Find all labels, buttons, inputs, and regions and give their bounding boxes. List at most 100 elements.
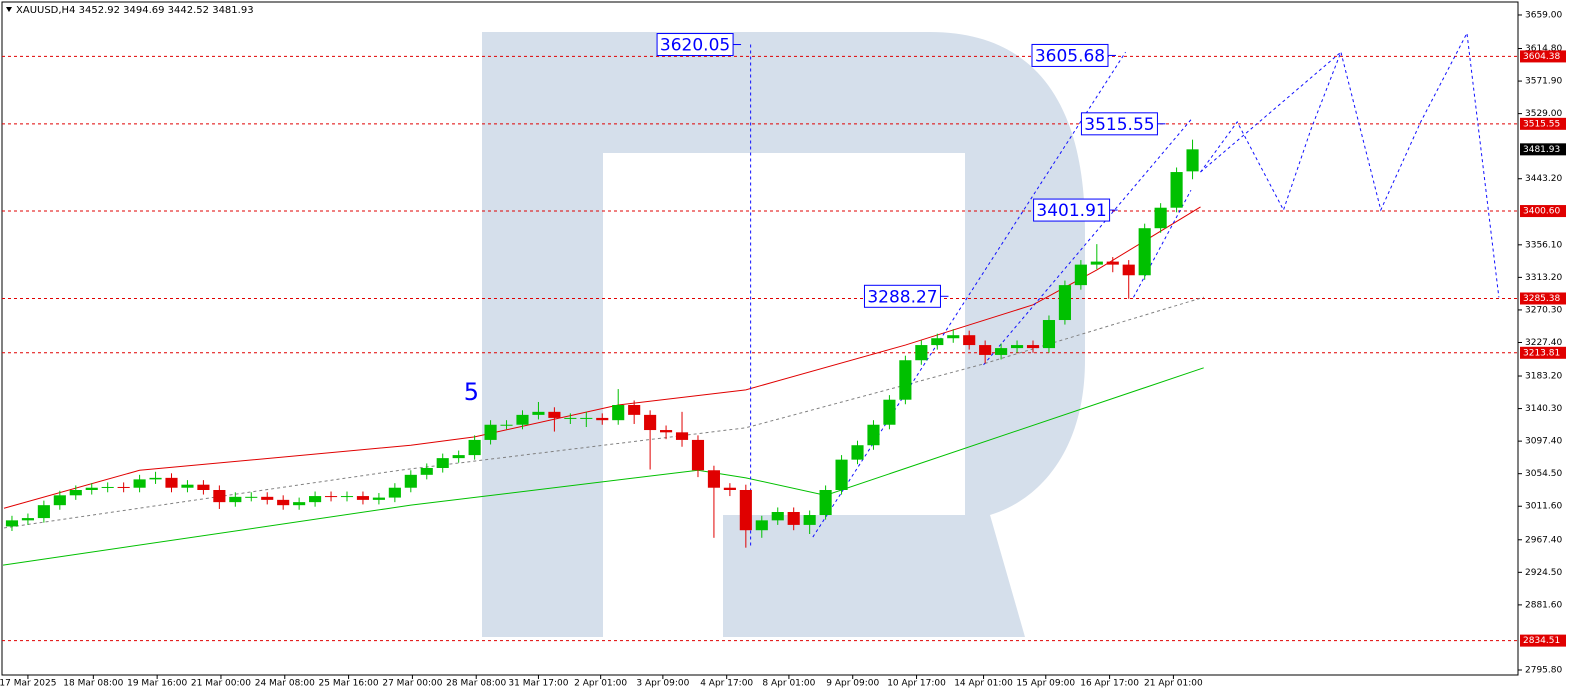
- candle-body: [580, 417, 593, 419]
- level-price-box: [1520, 634, 1566, 647]
- candle-body: [803, 515, 816, 525]
- x-tick-label: 21 Apr 01:00: [1144, 679, 1203, 689]
- candle-body: [404, 474, 417, 488]
- candle-body: [117, 486, 130, 488]
- candle-body: [21, 518, 34, 521]
- candle-body: [915, 345, 928, 361]
- candle-body: [1154, 207, 1167, 229]
- x-tick-label: 25 Mar 16:00: [319, 679, 379, 689]
- annotation-label: 3515.55: [1084, 115, 1154, 135]
- y-tick-label: 3356.10: [1525, 240, 1562, 250]
- y-tick-label: 3227.40: [1525, 338, 1562, 348]
- candle-body: [532, 411, 545, 415]
- y-tick-label: 2967.40: [1525, 535, 1562, 545]
- candle-body: [1106, 261, 1119, 265]
- candle-body: [1186, 149, 1199, 172]
- y-tick-label: 3659.00: [1525, 10, 1562, 20]
- candle-body: [324, 496, 338, 498]
- candle-body: [516, 414, 529, 425]
- candle-body: [85, 487, 98, 490]
- dashed-line: [812, 51, 1126, 538]
- moving-average: [2, 367, 1204, 566]
- candle-body: [165, 477, 178, 488]
- x-tick-label: 10 Apr 17:00: [887, 679, 946, 689]
- candle-body: [675, 432, 689, 440]
- x-tick-label: 3 Apr 09:00: [636, 679, 689, 689]
- candle-body: [181, 484, 194, 488]
- y-tick-label: 3270.30: [1525, 305, 1562, 315]
- candle-body: [564, 417, 577, 419]
- x-tick-label: 8 Apr 01:00: [762, 679, 815, 689]
- x-tick-label: 28 Mar 08:00: [446, 679, 506, 689]
- candle-body: [867, 424, 880, 446]
- candle-body: [5, 520, 19, 527]
- current-price-label: 3481.93: [1523, 145, 1560, 155]
- level-price-label: 3400.60: [1523, 207, 1560, 217]
- candle-body: [739, 489, 752, 531]
- candle-body: [197, 484, 210, 490]
- candle-body: [1026, 345, 1040, 349]
- candle-body: [293, 502, 306, 506]
- candle-body: [356, 496, 370, 500]
- level-price-label: 3213.81: [1523, 348, 1560, 358]
- annotation-label: 3288.27: [867, 287, 937, 307]
- candle-body: [851, 445, 864, 460]
- candle-body: [1122, 264, 1135, 276]
- level-price-box: [1520, 292, 1566, 305]
- candle-body: [436, 458, 449, 468]
- candle-body: [979, 345, 992, 355]
- y-tick-label: 3140.30: [1525, 404, 1562, 414]
- y-tick-label: 3571.90: [1525, 77, 1562, 87]
- symbol-menu-arrow[interactable]: [6, 7, 12, 12]
- x-tick-label: 19 Mar 16:00: [127, 679, 187, 689]
- candle-body: [372, 497, 385, 500]
- y-tick-label: 3529.00: [1525, 109, 1562, 119]
- level-price-box: [1520, 346, 1566, 359]
- dashed-line: [1133, 190, 1192, 298]
- x-tick-label: 21 Mar 00:00: [191, 679, 251, 689]
- x-tick-label: 15 Apr 09:00: [1016, 679, 1075, 689]
- level-price-label: 3285.38: [1523, 294, 1560, 304]
- x-tick-label: 31 Mar 17:00: [508, 679, 568, 689]
- annotation-label: 3620.05: [660, 36, 730, 56]
- candle-body: [899, 360, 912, 400]
- y-tick-label: 3097.40: [1525, 437, 1562, 447]
- level-price-label: 3515.55: [1523, 119, 1560, 129]
- candle-body: [995, 348, 1008, 355]
- candle-body: [596, 417, 609, 421]
- level-price-label: 3604.38: [1523, 52, 1560, 62]
- annotation-label: 3605.68: [1035, 46, 1105, 66]
- current-price-box: [1520, 143, 1566, 156]
- candle-body: [723, 487, 736, 490]
- candle-body: [548, 411, 561, 418]
- candle-body: [245, 496, 258, 498]
- x-tick-label: 4 Apr 17:00: [700, 679, 753, 689]
- dashed-line: [1200, 51, 1342, 173]
- candle-body: [787, 512, 800, 525]
- y-tick-label: 3183.20: [1525, 372, 1562, 382]
- candle-body: [1042, 320, 1056, 349]
- candle-body: [819, 489, 832, 516]
- candle-body: [133, 479, 146, 488]
- y-tick-label: 2924.50: [1525, 568, 1562, 578]
- level-price-label: 2834.51: [1523, 636, 1560, 646]
- candle-body: [500, 424, 513, 426]
- candle-body: [660, 430, 673, 433]
- level-price-box: [1520, 50, 1566, 63]
- chart-header: XAUUSD,H4 3452.92 3494.69 3442.52 3481.9…: [16, 5, 254, 16]
- candle-body: [229, 496, 242, 503]
- candle-body: [1010, 345, 1024, 349]
- candle-body: [452, 455, 465, 459]
- candle-body: [309, 496, 322, 503]
- candle-body: [69, 489, 82, 496]
- candle-body: [101, 486, 114, 488]
- candle-body: [340, 496, 354, 498]
- x-tick-label: 14 Apr 01:00: [954, 679, 1013, 689]
- candle-body: [628, 405, 641, 415]
- candle-body: [691, 439, 705, 471]
- candle-body: [388, 487, 401, 498]
- level-price-box: [1520, 117, 1566, 130]
- x-tick-label: 27 Mar 00:00: [382, 679, 442, 689]
- wave-label: 5: [464, 378, 479, 406]
- candle-body: [755, 520, 768, 531]
